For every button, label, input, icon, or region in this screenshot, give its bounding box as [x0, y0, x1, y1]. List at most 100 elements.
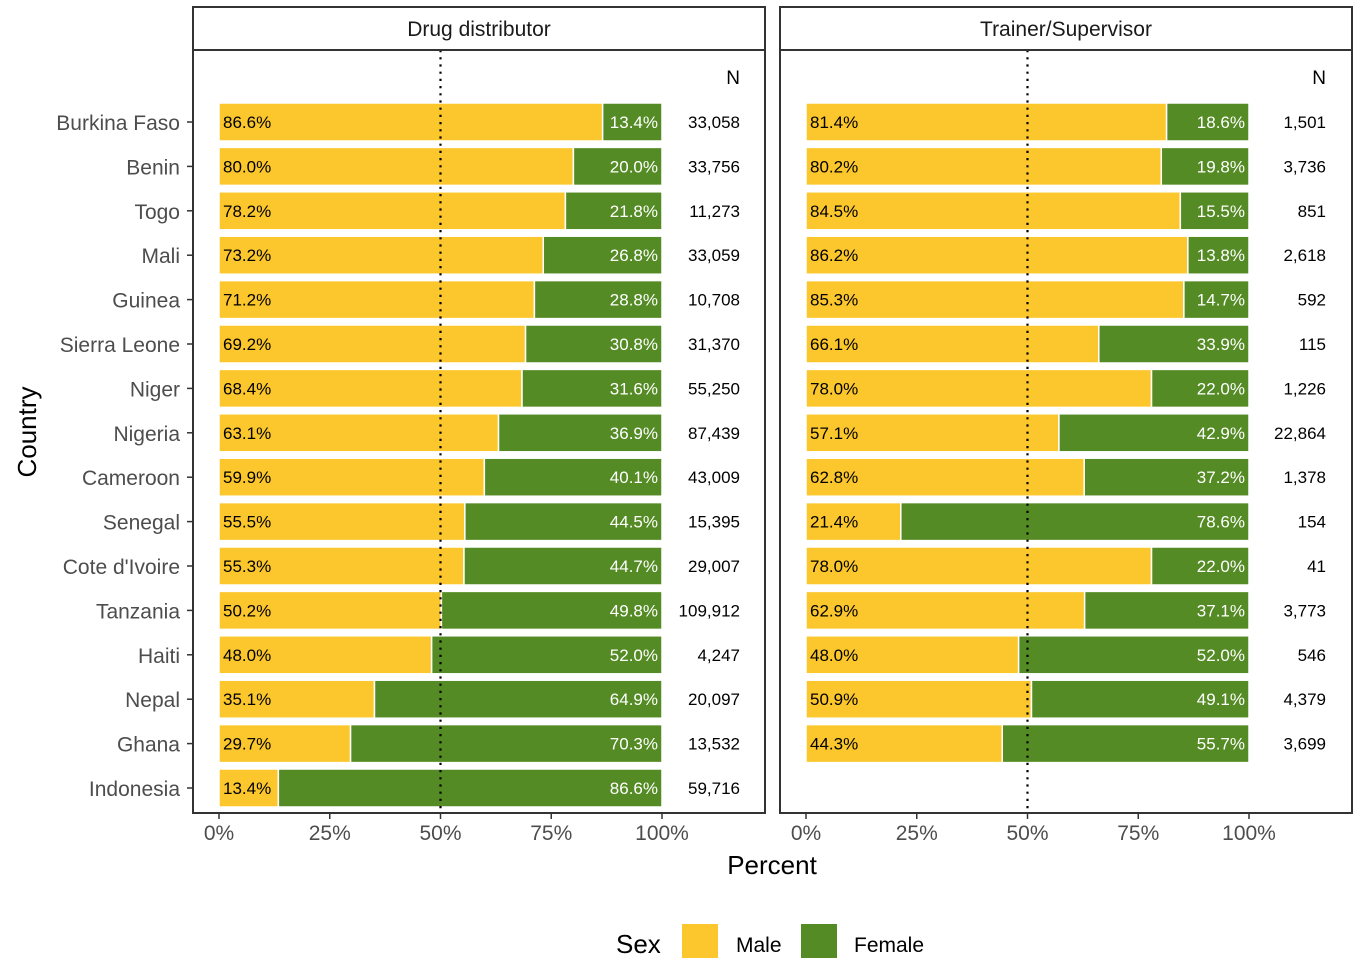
- x-tick-label: 75%: [1117, 822, 1159, 845]
- bar-male: [805, 324, 1100, 364]
- bar-male: [805, 191, 1182, 231]
- country-label: Tanzania: [96, 600, 180, 623]
- n-value: 43,009: [688, 468, 740, 487]
- bar-label-female: 37.1%: [1197, 601, 1245, 620]
- bar-male: [805, 413, 1060, 453]
- facet-strip: [192, 6, 766, 51]
- bar-label-female: 44.7%: [610, 557, 658, 576]
- bar-female: [542, 235, 663, 275]
- bar-female: [440, 590, 663, 631]
- bar-female: [1183, 279, 1250, 320]
- bar-label-male: 84.5%: [810, 202, 858, 221]
- bar-label-male: 68.4%: [223, 379, 271, 398]
- legend-label-male: Male: [736, 934, 782, 957]
- bar-label-male: 78.0%: [810, 557, 858, 576]
- n-value: 1,501: [1283, 113, 1326, 132]
- bar-male: [218, 146, 575, 187]
- bar-label-female: 49.8%: [610, 601, 658, 620]
- bar-label-female: 18.6%: [1197, 113, 1245, 132]
- bar-female: [524, 324, 663, 364]
- bar-male: [218, 635, 433, 675]
- bar-label-male: 69.2%: [223, 335, 271, 354]
- x-axis-title: Percent: [727, 850, 817, 880]
- bar-male: [805, 102, 1168, 142]
- bar-female: [1058, 413, 1250, 453]
- bar-female: [564, 191, 663, 231]
- bar-female: [1017, 635, 1250, 675]
- n-value: 20,097: [688, 690, 740, 709]
- bar-label-male: 48.0%: [810, 646, 858, 665]
- bar-male: [805, 679, 1033, 719]
- panel-border: [779, 49, 1353, 814]
- country-label: Guinea: [112, 290, 180, 313]
- bar-male: [805, 279, 1185, 320]
- bar-label-female: 26.8%: [610, 246, 658, 265]
- bar-label-male: 21.4%: [810, 513, 858, 532]
- n-value: 59,716: [688, 779, 740, 798]
- bar-female: [572, 146, 663, 187]
- n-value: 3,736: [1283, 157, 1326, 176]
- bar-female: [900, 501, 1250, 542]
- country-label: Togo: [134, 201, 180, 224]
- bar-label-female: 30.8%: [610, 335, 658, 354]
- bar-female: [1187, 235, 1250, 275]
- bar-male: [218, 501, 466, 542]
- n-value: 109,912: [679, 601, 740, 620]
- bar-male: [805, 501, 902, 542]
- n-value: 87,439: [688, 424, 740, 443]
- bar-label-male: 13.4%: [223, 779, 271, 798]
- bar-male: [218, 368, 523, 409]
- bar-label-male: 78.2%: [223, 202, 271, 221]
- bar-male: [218, 413, 500, 453]
- n-value: 115: [1299, 335, 1326, 354]
- legend-title: Sex: [616, 929, 661, 958]
- bar-label-female: 13.4%: [610, 113, 658, 132]
- facet-strip-title: Trainer/Supervisor: [980, 18, 1152, 41]
- bar-label-female: 20.0%: [610, 157, 658, 176]
- legend-key-male: [682, 924, 718, 960]
- bar-female: [1030, 679, 1250, 719]
- bar-female: [430, 635, 663, 675]
- bar-male: [218, 279, 536, 320]
- bar-label-female: 37.2%: [1197, 468, 1245, 487]
- legend-label-female: Female: [854, 934, 924, 957]
- n-column-header: N: [1312, 68, 1326, 89]
- country-label: Cote d'Ivoire: [63, 556, 180, 579]
- bar-label-male: 55.3%: [223, 557, 271, 576]
- bar-female: [463, 546, 663, 586]
- bar-label-male: 80.0%: [223, 157, 271, 176]
- bar-label-female: 78.6%: [1197, 513, 1245, 532]
- bar-label-male: 62.9%: [810, 601, 858, 620]
- bar-label-female: 42.9%: [1197, 424, 1245, 443]
- bar-male: [805, 546, 1153, 586]
- bar-female: [1098, 324, 1250, 364]
- bar-female: [464, 501, 663, 542]
- country-label: Nepal: [125, 689, 180, 712]
- bar-label-female: 22.0%: [1197, 379, 1245, 398]
- bar-male: [805, 146, 1163, 187]
- n-value: 3,699: [1283, 735, 1326, 754]
- bar-label-male: 44.3%: [810, 735, 858, 754]
- bar-label-male: 48.0%: [223, 646, 271, 665]
- country-label: Senegal: [103, 512, 180, 535]
- n-value: 3,773: [1283, 601, 1326, 620]
- bar-label-female: 70.3%: [610, 735, 658, 754]
- x-tick-label: 50%: [419, 822, 461, 845]
- x-tick-label: 25%: [309, 822, 351, 845]
- bar-label-female: 52.0%: [1197, 646, 1245, 665]
- bar-label-male: 80.2%: [810, 157, 858, 176]
- bar-female: [521, 368, 663, 409]
- bar-label-male: 63.1%: [223, 424, 271, 443]
- n-value: 154: [1298, 513, 1326, 532]
- bar-female: [483, 457, 663, 497]
- legend-key-female: [801, 924, 837, 960]
- n-value: 13,532: [688, 735, 740, 754]
- n-value: 33,756: [688, 157, 740, 176]
- bar-male: [218, 235, 545, 275]
- bar-label-female: 13.8%: [1197, 246, 1245, 265]
- bar-label-male: 62.8%: [810, 468, 858, 487]
- bar-label-male: 35.1%: [223, 690, 271, 709]
- bar-male: [805, 457, 1085, 497]
